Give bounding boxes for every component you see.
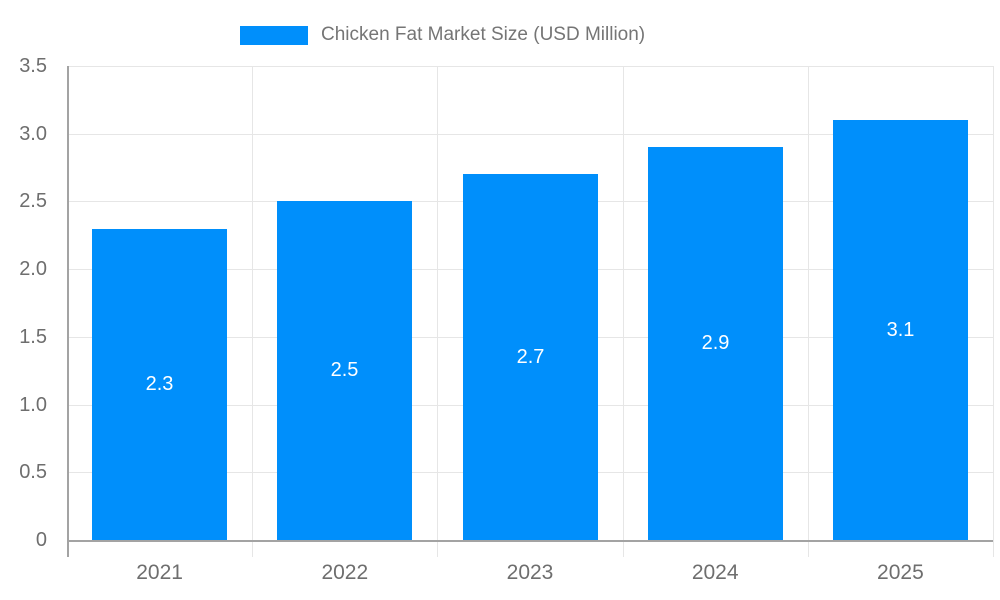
bar-2024[interactable]: 2.9: [648, 147, 783, 540]
y-tick-label: 0.5: [19, 461, 47, 484]
x-axis-line: [67, 540, 993, 542]
gridline-vertical: [623, 66, 624, 557]
bar-2025[interactable]: 3.1: [833, 120, 968, 540]
y-tick-label: 3.5: [19, 55, 47, 77]
bar-2022[interactable]: 2.5: [277, 201, 412, 540]
y-tick-label: 0: [35, 529, 47, 551]
x-tick-label: 2023: [506, 561, 554, 584]
y-tick-label: 1.5: [19, 325, 47, 348]
x-tick-label: 2024: [691, 561, 739, 584]
gridline-vertical: [437, 66, 438, 557]
x-tick-label: 2022: [321, 561, 369, 584]
bar-value-label: 3.1: [886, 318, 915, 341]
bar-value-label: 2.3: [145, 372, 174, 395]
legend-item[interactable]: Chicken Fat Market Size (USD Million): [240, 24, 645, 46]
legend-label: Chicken Fat Market Size (USD Million): [321, 24, 646, 45]
gridline-vertical: [993, 66, 994, 557]
gridline-horizontal: [67, 133, 993, 135]
legend-swatch-icon: [240, 25, 308, 45]
x-tick-label: 2025: [877, 561, 924, 584]
x-tick-label: 2021: [136, 561, 183, 584]
y-axis-line: [67, 66, 69, 557]
y-tick-label: 3.0: [19, 122, 47, 145]
plot-area: 2.3 2.5 2.7 2.9 3.1: [67, 66, 994, 557]
y-tick-label: 2.0: [19, 258, 47, 281]
gridline-vertical: [808, 66, 809, 557]
bar-2023[interactable]: 2.7: [463, 174, 598, 540]
bar-value-label: 2.9: [701, 332, 730, 355]
bar-2021[interactable]: 2.3: [92, 228, 227, 540]
bar-value-label: 2.7: [516, 345, 545, 368]
gridline-vertical: [252, 66, 253, 557]
y-tick-label: 1.0: [19, 393, 47, 416]
y-tick-label: 2.5: [19, 190, 47, 213]
gridline-horizontal: [67, 66, 993, 67]
bar-value-label: 2.5: [330, 359, 359, 382]
